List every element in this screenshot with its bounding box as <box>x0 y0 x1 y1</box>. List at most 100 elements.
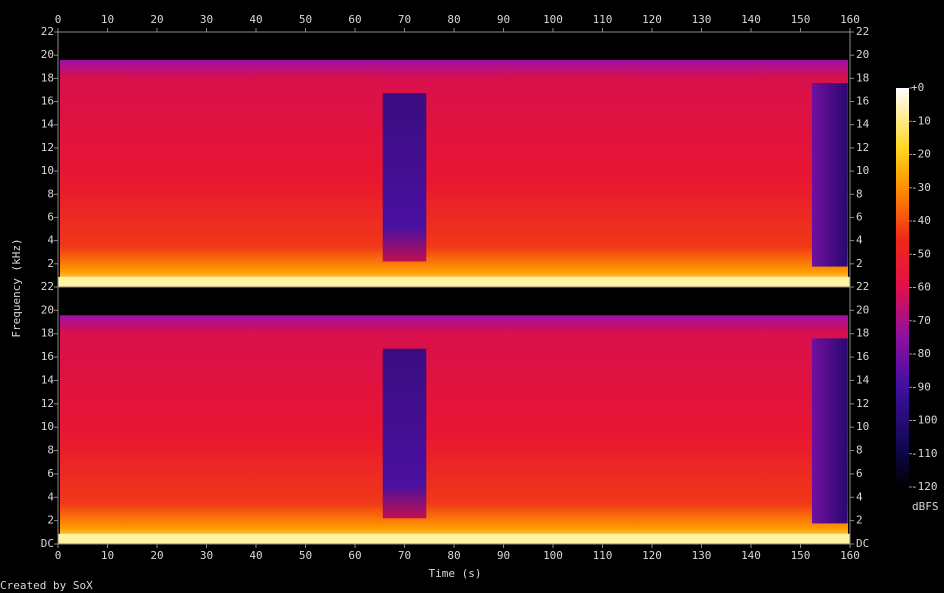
x-tick-label-top: 130 <box>692 13 712 26</box>
y-tick-label-right: 16 <box>856 95 869 108</box>
y-tick-label: 2 <box>47 514 54 527</box>
y-tick-label: 16 <box>41 350 54 363</box>
x-tick-label-bottom: 50 <box>299 549 312 562</box>
x-tick-label-bottom: 100 <box>543 549 563 562</box>
spectrogram-tail <box>811 338 848 524</box>
y-tick-label: 6 <box>47 467 54 480</box>
colorbar-tick-label: -90 <box>911 380 931 393</box>
y-tick-label-right: 2 <box>856 514 863 527</box>
x-tick-label-bottom: 0 <box>55 549 62 562</box>
x-tick-label-top: 50 <box>299 13 312 26</box>
colorbar <box>896 88 909 487</box>
y-tick-label-right: 20 <box>856 48 869 61</box>
y-tick-label: 2 <box>47 257 54 270</box>
y-tick-label: 22 <box>41 280 54 293</box>
spectrogram-tail <box>811 83 848 267</box>
x-tick-label-bottom: 30 <box>200 549 213 562</box>
y-tick-label: DC <box>41 537 54 550</box>
spectrogram-gap <box>382 93 427 262</box>
colorbar-label: dBFS <box>912 500 939 513</box>
y-tick-label-right: 8 <box>856 444 863 457</box>
colorbar-tick-label: -100 <box>911 414 938 427</box>
colorbar-tick-label: -40 <box>911 214 931 227</box>
x-tick-label-top: 70 <box>398 13 411 26</box>
x-tick-label-top: 110 <box>593 13 613 26</box>
colorbar-tick-label: -120 <box>911 480 938 493</box>
spectrogram-body <box>60 315 848 544</box>
spectrogram-lowband <box>58 276 850 287</box>
x-tick-label-top: 100 <box>543 13 563 26</box>
x-tick-label-top: 160 <box>840 13 860 26</box>
x-tick-label-top: 30 <box>200 13 213 26</box>
x-tick-label-bottom: 20 <box>150 549 163 562</box>
colorbar-tick-label: -80 <box>911 347 931 360</box>
x-tick-label-bottom: 140 <box>741 549 761 562</box>
y-tick-label: 4 <box>47 234 54 247</box>
y-tick-label-right: 18 <box>856 71 869 84</box>
x-tick-label-top: 10 <box>101 13 114 26</box>
y-tick-label: 20 <box>41 303 54 316</box>
y-tick-label: 10 <box>41 164 54 177</box>
y-tick-label-right: 16 <box>856 350 869 363</box>
colorbar-tick-label: -70 <box>911 314 931 327</box>
x-tick-label-top: 80 <box>447 13 460 26</box>
y-tick-label: 6 <box>47 210 54 223</box>
y-tick-label: 16 <box>41 95 54 108</box>
x-tick-label-bottom: 40 <box>249 549 262 562</box>
y-tick-label: 4 <box>47 490 54 503</box>
credit: Created by SoX <box>0 579 93 592</box>
y-tick-label-right: 10 <box>856 420 869 433</box>
x-tick-label-top: 90 <box>497 13 510 26</box>
y-tick-label-right: 22 <box>856 280 869 293</box>
y-tick-label: 10 <box>41 420 54 433</box>
y-axis-label: Frequency (kHz) <box>10 238 23 337</box>
colorbar-tick-label: +0 <box>911 81 924 94</box>
x-tick-label-bottom: 110 <box>593 549 613 562</box>
x-tick-label-top: 0 <box>55 13 62 26</box>
x-tick-label-bottom: 10 <box>101 549 114 562</box>
colorbar-tick-label: -50 <box>911 247 931 260</box>
y-tick-label-right: 18 <box>856 327 869 340</box>
x-tick-label-bottom: 80 <box>447 549 460 562</box>
x-tick-label-top: 140 <box>741 13 761 26</box>
y-tick-label: 8 <box>47 444 54 457</box>
y-tick-label: 14 <box>41 118 55 131</box>
x-axis-label: Time (s) <box>429 567 482 580</box>
colorbar-tick-label: -30 <box>911 181 931 194</box>
y-tick-label: 12 <box>41 141 54 154</box>
y-tick-label: 14 <box>41 373 55 386</box>
spectrogram-gap <box>382 348 427 519</box>
y-tick-label-right: 8 <box>856 187 863 200</box>
y-tick-label-right: 14 <box>856 373 870 386</box>
x-tick-label-top: 60 <box>348 13 361 26</box>
x-tick-label-bottom: 120 <box>642 549 662 562</box>
x-tick-label-top: 40 <box>249 13 262 26</box>
y-tick-label: 22 <box>41 25 54 38</box>
y-tick-label-right: 2 <box>856 257 863 270</box>
y-tick-label: 12 <box>41 397 54 410</box>
y-tick-label-right: 4 <box>856 234 863 247</box>
y-tick-label-right: 20 <box>856 303 869 316</box>
y-tick-label-right: 6 <box>856 467 863 480</box>
y-tick-label: 20 <box>41 48 54 61</box>
y-tick-label: 8 <box>47 187 54 200</box>
x-tick-label-bottom: 150 <box>791 549 811 562</box>
x-tick-label-bottom: 60 <box>348 549 361 562</box>
spectrogram-body <box>60 60 848 287</box>
colorbar-tick-label: -20 <box>911 148 931 161</box>
y-tick-label-right: 6 <box>856 210 863 223</box>
y-tick-label-right: 4 <box>856 490 863 503</box>
colorbar-tick-label: -110 <box>911 447 938 460</box>
colorbar-tick-label: -10 <box>911 114 931 127</box>
x-tick-label-top: 120 <box>642 13 662 26</box>
x-tick-label-top: 150 <box>791 13 811 26</box>
y-tick-label: 18 <box>41 327 54 340</box>
x-tick-label-bottom: 70 <box>398 549 411 562</box>
y-tick-label-right: 10 <box>856 164 869 177</box>
y-tick-label-right: 12 <box>856 141 869 154</box>
y-tick-label-right: 12 <box>856 397 869 410</box>
y-tick-label-right: DC <box>856 537 869 550</box>
y-tick-label-right: 22 <box>856 25 869 38</box>
y-tick-label: 18 <box>41 71 54 84</box>
